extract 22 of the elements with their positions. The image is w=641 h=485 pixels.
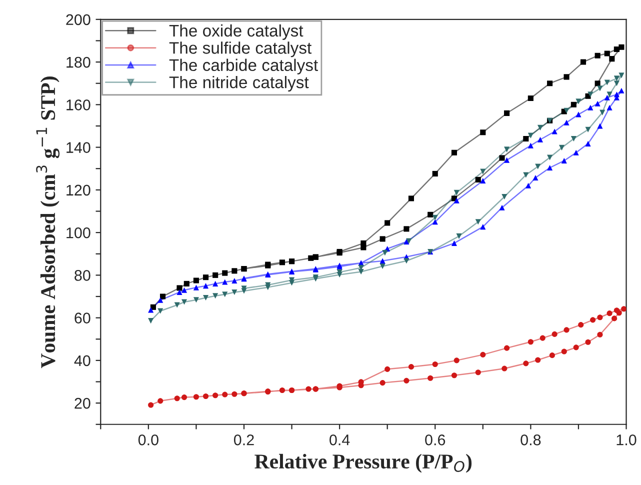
legend-label: The sulfide catalyst: [169, 42, 312, 58]
legend-label: The oxide catalyst: [169, 24, 304, 40]
y-tick-label: 20: [74, 398, 90, 409]
legend-label: The carbide catalyst: [169, 58, 318, 74]
y-tick-label: 60: [74, 312, 90, 324]
y-tick-label: 200: [66, 14, 90, 26]
y-tick-label: 120: [66, 184, 90, 196]
y-tick-label: 40: [74, 355, 90, 366]
x-axis-title: Relative Pressure (P/P$_{O}$): [254, 454, 472, 473]
y-axis-title: Voume Adsorbed (cm$^{3}$ g$^{−1}$ STP): [36, 76, 60, 368]
x-tick-label: 0.6: [425, 434, 446, 446]
y-tick-label: 80: [74, 270, 90, 281]
y-tick-label: 180: [66, 56, 90, 68]
legend-label: The nitride catalyst: [169, 76, 309, 92]
y-tick-label: 100: [66, 227, 90, 238]
x-tick-label: 0.8: [520, 434, 541, 446]
x-tick-label: 0.0: [138, 434, 158, 446]
x-tick-label: 0.4: [330, 434, 350, 446]
y-tick-label: 160: [66, 100, 90, 110]
x-tick-label: 1.0: [616, 434, 636, 446]
y-tick-label: 140: [66, 142, 90, 153]
x-tick-label: 0.2: [234, 434, 254, 446]
